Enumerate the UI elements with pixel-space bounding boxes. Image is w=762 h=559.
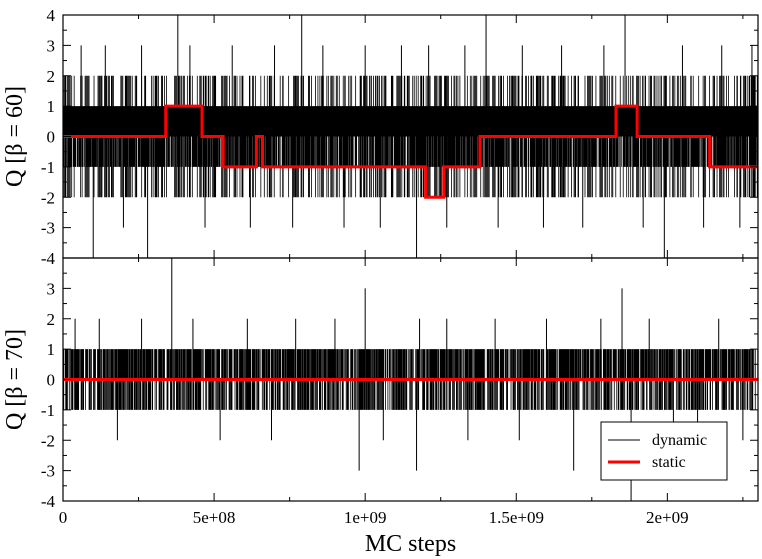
y-tick-label: -4: [41, 249, 56, 268]
y-axis-title: Q [β = 70]: [2, 329, 28, 430]
y-tick-label: 1: [47, 97, 56, 116]
y-tick-label: -1: [41, 158, 55, 177]
static-line: [63, 104, 758, 199]
y-tick-label: -2: [41, 431, 55, 450]
y-tick-label: 1: [47, 340, 56, 359]
bottom-panel: -4 -3 -2 -1 0 1 2 3 0 5e+08 1e+09 1.5e+09 2e+09 Q [β …: [2, 257, 759, 557]
y-tick-label: 0: [47, 128, 56, 147]
x-tick-label: 2e+09: [646, 508, 689, 527]
y-tick-label: -1: [41, 401, 55, 420]
y-tick-label: 2: [47, 67, 56, 86]
y-tick-label: -2: [41, 188, 55, 207]
x-tick-label: 1.5e+09: [489, 508, 544, 527]
y-axis-title: Q [β = 60]: [2, 86, 28, 187]
y-tick-label: -3: [41, 462, 55, 481]
x-axis-title: MC steps: [365, 531, 456, 557]
y-tick-label: 0: [47, 371, 56, 390]
legend-box: [600, 421, 728, 481]
y-tick-label: 3: [47, 36, 56, 55]
x-tick-label: 5e+08: [193, 508, 236, 527]
x-tick-label: 0: [59, 508, 68, 527]
y-tick-label: -3: [41, 219, 55, 238]
x-tick-label: 1e+09: [344, 508, 387, 527]
y-tick-label: -4: [41, 492, 56, 511]
legend: dynamic static: [600, 421, 728, 481]
legend-label-static: static: [652, 454, 686, 471]
y-tick-label: 3: [47, 279, 56, 298]
top-panel: -4 -3 -2 -1 0 1 2 3 4 Q [β = 60]: [2, 6, 759, 268]
y-tick-label: 2: [47, 310, 56, 329]
legend-label-dynamic: dynamic: [652, 432, 707, 449]
y-tick-label: 4: [47, 6, 56, 25]
